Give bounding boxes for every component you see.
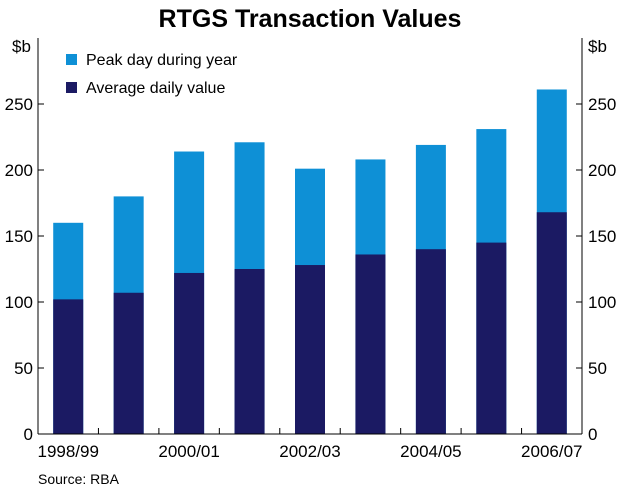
legend-label-average: Average daily value [86,80,225,97]
x-ticks-group: 1998/99 2000/01 2002/03 2004/05 2006/07 [37,428,583,461]
y-tick-label-right-0: 0 [588,425,597,444]
y-tick-label-left-50: 50 [14,359,33,378]
y-tick-label-left-100: 100 [5,293,33,312]
bars-group [53,89,567,435]
bar-average-2003-04 [355,254,386,434]
bar-average-2004-05 [415,249,446,434]
legend-swatch-peak [66,54,77,65]
x-tick-label-2006-07: 2006/07 [521,442,582,461]
bar-average-2001-02 [234,269,265,434]
y-tick-label-right-50: 50 [588,359,607,378]
y-tick-label-right-150: 150 [588,227,616,246]
left-unit-label: $b [12,37,31,56]
legend-swatch-average [66,82,77,93]
x-tick-label-1998-99: 1998/99 [37,442,98,461]
y-tick-label-left-0: 0 [24,425,33,444]
bar-average-2002-03 [295,265,325,434]
bar-average-2000-01 [174,272,205,434]
chart-title: RTGS Transaction Values [159,5,462,33]
y-tick-label-left-200: 200 [5,161,33,180]
x-tick-label-2000-01: 2000/01 [158,442,219,461]
legend: Peak day during year Average daily value [66,52,238,97]
y-tick-label-right-250: 250 [588,95,616,114]
y-tick-label-left-150: 150 [5,227,33,246]
bar-average-1998-99 [53,299,84,434]
bar-average-2005-06 [476,242,507,434]
bar-average-2006-07 [536,212,567,434]
y-tick-label-right-100: 100 [588,293,616,312]
right-unit-label: $b [588,37,607,56]
y-tick-label-left-250: 250 [5,95,33,114]
bar-average-1999-00 [113,292,144,434]
x-tick-label-2004-05: 2004/05 [400,442,461,461]
y-tick-label-right-200: 200 [588,161,616,180]
y-ticks-group: 0 0 50 50 100 100 150 150 200 200 250 250 [5,95,617,444]
legend-label-peak: Peak day during year [86,52,238,69]
source-note: Source: RBA [38,471,120,487]
x-tick-label-2002-03: 2002/03 [279,442,340,461]
